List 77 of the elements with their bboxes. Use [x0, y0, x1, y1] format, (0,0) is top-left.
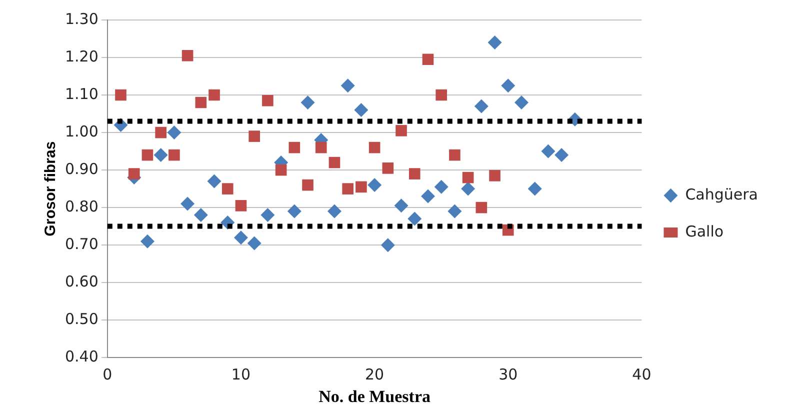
point	[142, 149, 154, 161]
point	[300, 96, 315, 110]
point	[140, 234, 154, 248]
point	[155, 126, 166, 138]
point	[541, 144, 556, 158]
point	[222, 183, 234, 194]
point	[128, 168, 140, 180]
y-tick-label: 1.20	[64, 47, 98, 66]
point	[422, 54, 434, 66]
point	[167, 126, 182, 140]
x-tick-label: 30	[498, 365, 518, 384]
point	[420, 189, 435, 204]
x-tick-label: 20	[365, 365, 384, 384]
x-tick-label: 10	[231, 365, 251, 384]
point	[327, 204, 342, 218]
point	[234, 230, 248, 245]
legend-label: Gallo	[685, 222, 724, 240]
point	[248, 130, 260, 142]
point	[275, 164, 287, 176]
point	[262, 94, 274, 106]
point	[408, 212, 422, 226]
point	[260, 208, 275, 222]
point	[235, 200, 247, 212]
point	[354, 103, 368, 118]
y-tick-label: 0.80	[64, 197, 98, 216]
point	[528, 182, 542, 196]
y-tick-label: 0.50	[64, 310, 98, 328]
point	[394, 198, 408, 213]
point	[168, 149, 180, 161]
legend-label: Cahgüera	[685, 185, 758, 204]
point	[501, 78, 516, 93]
point	[408, 168, 420, 180]
point	[208, 89, 220, 101]
point	[302, 179, 314, 191]
point	[315, 142, 327, 154]
point	[194, 208, 208, 222]
point	[247, 236, 262, 250]
point	[554, 148, 569, 162]
point	[180, 196, 195, 211]
point	[488, 36, 502, 50]
y-tick-label: 0.90	[64, 160, 98, 178]
point	[434, 180, 448, 194]
point	[462, 172, 474, 184]
y-tick-label: 0.70	[64, 234, 98, 253]
point	[115, 89, 126, 101]
y-tick-label: 0.40	[64, 347, 98, 366]
point	[449, 149, 460, 161]
point	[448, 204, 462, 218]
point	[382, 162, 394, 174]
point	[182, 50, 194, 62]
y-axis-title: Grosor fibras	[42, 141, 60, 236]
point	[154, 148, 168, 162]
point	[207, 174, 222, 188]
point	[461, 182, 476, 196]
point	[328, 156, 340, 168]
y-tick-label: 0.60	[64, 272, 98, 290]
point	[368, 178, 382, 192]
x-tick-label: 0	[102, 365, 112, 384]
point	[342, 183, 354, 194]
y-tick-label: 1.00	[64, 122, 98, 140]
point	[288, 142, 300, 154]
point	[195, 96, 207, 108]
point	[396, 125, 407, 136]
point	[340, 78, 355, 93]
y-tick-label: 1.30	[64, 10, 98, 28]
point	[356, 181, 367, 193]
point	[436, 89, 447, 101]
x-tick-label: 40	[632, 365, 652, 384]
point	[514, 96, 528, 110]
x-axis-title: No. de Muestra	[318, 387, 431, 406]
point	[380, 238, 395, 252]
point	[476, 202, 488, 214]
point	[474, 99, 488, 114]
point	[489, 170, 500, 182]
point	[287, 204, 302, 218]
point	[368, 142, 380, 154]
y-tick-label: 1.10	[64, 84, 98, 103]
